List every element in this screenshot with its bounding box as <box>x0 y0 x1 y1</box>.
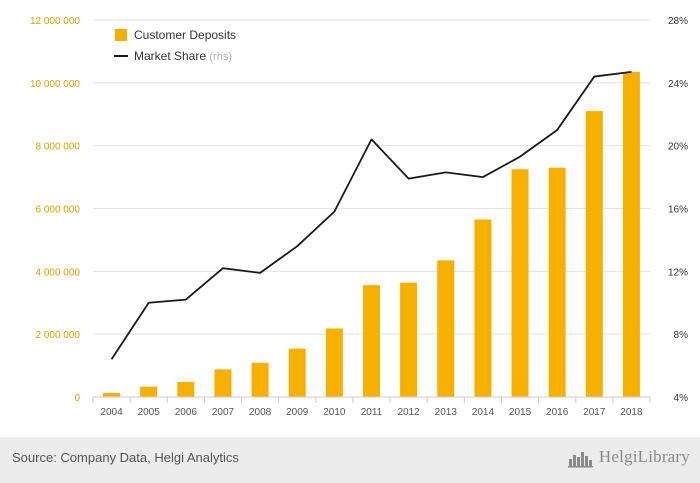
x-tick-label: 2018 <box>620 407 643 418</box>
bar <box>140 386 158 397</box>
brand: HelgiLibrary <box>567 446 690 468</box>
y-left-tick-label: 2 000 000 <box>36 330 81 341</box>
y-right-tick-label: 20% <box>668 142 688 153</box>
bar <box>288 348 306 397</box>
x-tick-label: 2008 <box>249 407 272 418</box>
x-tick-label: 2005 <box>138 407 161 418</box>
bar <box>177 381 195 397</box>
footer: Source: Company Data, Helgi Analytics He… <box>0 437 700 483</box>
y-left-tick-label: 12 000 000 <box>30 16 80 27</box>
grid-lines <box>93 19 650 398</box>
helgi-logo-icon <box>567 452 593 468</box>
x-tick-label: 2010 <box>323 407 346 418</box>
bar-series <box>103 71 640 398</box>
y-right-tick-label: 12% <box>668 267 688 278</box>
bar <box>325 328 343 397</box>
legend-label-deposits: Customer Deposits <box>134 28 236 42</box>
y-right-tick-label: 28% <box>668 16 688 27</box>
x-tick-label: 2011 <box>361 407 383 418</box>
y-right-tick-label: 24% <box>668 79 688 90</box>
legend-rhs-note: (rhs) <box>209 51 232 63</box>
bar <box>511 169 529 397</box>
bar <box>585 111 603 397</box>
x-tick-label: 2016 <box>546 407 569 418</box>
bar <box>363 285 380 397</box>
brand-name: HelgiLibrary <box>598 447 690 466</box>
bar <box>548 167 566 397</box>
y-left-tick-label: 4 000 000 <box>36 267 81 278</box>
x-tick-label: 2012 <box>398 407 421 418</box>
left-axis: 0 2 000 000 4 000 000 6 000 000 8 000 000 10 … <box>30 16 81 404</box>
y-left-tick-label: 10 000 000 <box>30 79 80 90</box>
chart: 0 2 000 000 4 000 000 6 000 000 8 000 000 10 … <box>30 16 688 418</box>
legend-swatch-deposits <box>115 29 127 41</box>
x-tick-label: 2017 <box>583 407 606 418</box>
x-tick-label: 2004 <box>100 407 123 418</box>
bar <box>400 282 418 397</box>
x-tick-label: 2007 <box>212 407 235 418</box>
y-right-tick-label: 16% <box>668 205 688 216</box>
line-series <box>110 70 632 360</box>
bar <box>437 260 455 397</box>
right-axis: 4% 8% 12% 16% 20% 24% 28% <box>668 16 688 404</box>
bar <box>474 219 492 397</box>
y-left-tick-label: 0 <box>74 393 80 404</box>
bar <box>622 71 640 398</box>
y-left-tick-label: 8 000 000 <box>36 142 81 153</box>
y-left-tick-label: 6 000 000 <box>36 205 81 216</box>
legend: Customer Deposits Market Share (rhs) <box>114 28 236 63</box>
x-tick-label: 2013 <box>435 407 458 418</box>
source-note: Source: Company Data, Helgi Analytics <box>12 450 239 465</box>
x-tick-label: 2006 <box>175 407 198 418</box>
bar <box>103 392 121 397</box>
x-axis: 2004 2005 2006 2007 2008 2009 2010 2011 2012 2013… <box>92 396 651 418</box>
legend-label-market-share: Market Share (rhs) <box>134 49 232 63</box>
x-tick-label: 2014 <box>472 407 495 418</box>
y-right-tick-label: 4% <box>674 393 689 404</box>
x-tick-label: 2009 <box>286 407 309 418</box>
bar <box>251 362 269 397</box>
x-tick-label: 2015 <box>509 407 532 418</box>
y-right-tick-label: 8% <box>674 330 689 341</box>
bar <box>214 369 232 397</box>
